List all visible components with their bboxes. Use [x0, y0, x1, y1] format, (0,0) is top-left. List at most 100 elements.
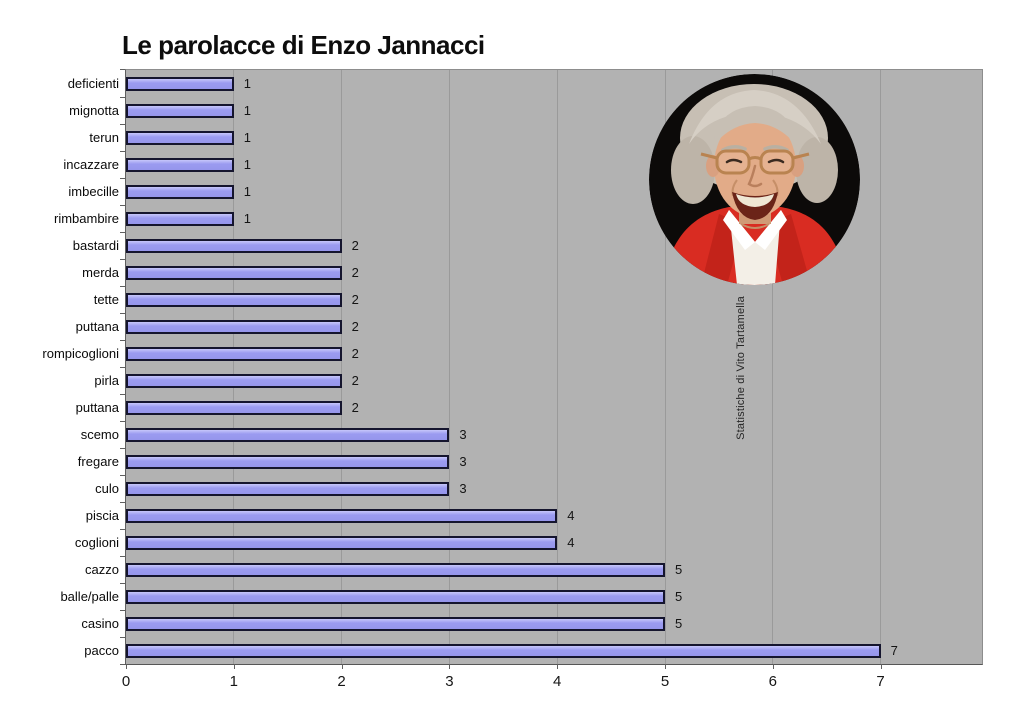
bar [126, 616, 665, 631]
x-axis-tick [341, 664, 343, 669]
bar [126, 643, 881, 658]
bar [126, 238, 342, 253]
y-axis-tick [120, 259, 125, 260]
y-axis-tick [120, 394, 125, 395]
x-axis-tick [772, 664, 774, 669]
bar [126, 103, 234, 118]
gridline [233, 70, 235, 664]
value-label: 3 [459, 427, 467, 442]
x-axis-tick [126, 664, 127, 669]
chart-title: Le parolacce di Enzo Jannacci [122, 30, 485, 60]
value-label: 1 [243, 211, 252, 226]
x-axis-tick-label: 7 [876, 673, 885, 690]
value-label: 3 [459, 454, 467, 469]
category-label: tette [93, 292, 119, 307]
value-label: 5 [675, 562, 683, 577]
x-axis-tick [233, 664, 235, 669]
value-label: 2 [351, 400, 359, 415]
gridline [341, 70, 343, 664]
y-axis-tick [120, 475, 125, 476]
bar [126, 400, 342, 415]
bar [126, 130, 234, 145]
bar [126, 184, 234, 199]
category-label: rompicoglioni [42, 346, 119, 361]
y-axis-tick [120, 367, 125, 368]
y-axis-tick [120, 664, 125, 665]
x-axis-tick-label: 6 [768, 673, 777, 690]
x-axis-tick [880, 664, 882, 669]
category-label: scemo [80, 427, 119, 442]
bar [126, 211, 234, 226]
value-label: 2 [351, 373, 359, 388]
category-label: balle/palle [60, 589, 119, 604]
y-axis-tick [120, 583, 125, 584]
value-label: 1 [243, 157, 252, 172]
x-axis-tick-label: 3 [445, 673, 454, 690]
bar [126, 319, 342, 334]
bar [126, 292, 342, 307]
value-label: 2 [351, 319, 359, 334]
y-axis-tick [120, 178, 125, 179]
value-label: 2 [351, 265, 359, 280]
category-label: casino [81, 616, 119, 631]
gridline [556, 70, 558, 664]
value-label: 1 [243, 184, 252, 199]
y-axis-tick [120, 340, 125, 341]
y-axis-tick [120, 97, 125, 98]
x-axis-tick-label: 0 [121, 673, 131, 690]
value-label: 2 [351, 292, 359, 307]
bar [126, 76, 234, 91]
category-label: terun [89, 130, 119, 145]
category-label: imbecille [68, 184, 119, 199]
y-axis-tick [120, 610, 125, 611]
category-label: mignotta [69, 103, 119, 118]
category-label: puttana [75, 400, 119, 415]
category-label: bastardi [72, 238, 119, 253]
y-axis-tick [120, 151, 125, 152]
category-label: deficienti [67, 76, 119, 91]
bar [126, 562, 665, 577]
x-axis-tick-label: 5 [660, 673, 670, 690]
bar [126, 427, 450, 442]
x-axis-tick-label: 2 [337, 673, 346, 690]
bar [126, 454, 450, 469]
value-label: 4 [567, 508, 575, 523]
category-label: incazzare [63, 157, 119, 172]
bar [126, 508, 558, 523]
bar [126, 481, 450, 496]
y-axis-tick [120, 69, 125, 70]
category-label: pacco [84, 643, 119, 658]
y-axis-tick [120, 529, 125, 530]
bar [126, 373, 342, 388]
y-axis-tick [120, 313, 125, 314]
y-axis-tick [120, 448, 125, 449]
watermark-vertical-text: Statistiche di Vito Tartamella [735, 296, 747, 440]
category-label: coglioni [74, 535, 119, 550]
category-label: pirla [94, 373, 119, 388]
y-axis-tick [120, 637, 125, 638]
bar [126, 535, 558, 550]
y-axis-tick [120, 286, 125, 287]
category-label: piscia [85, 508, 119, 523]
bar [126, 346, 342, 361]
category-label: merda [82, 265, 119, 280]
value-label: 7 [890, 643, 898, 658]
bar [126, 589, 665, 604]
category-label: rimbambire [53, 211, 119, 226]
y-axis-tick [120, 205, 125, 206]
gridline [664, 70, 666, 664]
category-label: culo [95, 481, 119, 496]
enzo-jannacci-photo [649, 74, 860, 285]
value-label: 5 [675, 616, 683, 631]
gridline [880, 70, 882, 664]
y-axis-tick [120, 232, 125, 233]
value-label: 2 [351, 238, 359, 253]
category-label: puttana [75, 319, 119, 334]
y-axis-tick [120, 421, 125, 422]
gridline [448, 70, 450, 664]
bar [126, 265, 342, 280]
x-axis-tick-label: 4 [553, 673, 562, 690]
value-label: 1 [243, 130, 252, 145]
value-label: 2 [351, 346, 359, 361]
x-axis-tick-label: 1 [229, 673, 238, 690]
